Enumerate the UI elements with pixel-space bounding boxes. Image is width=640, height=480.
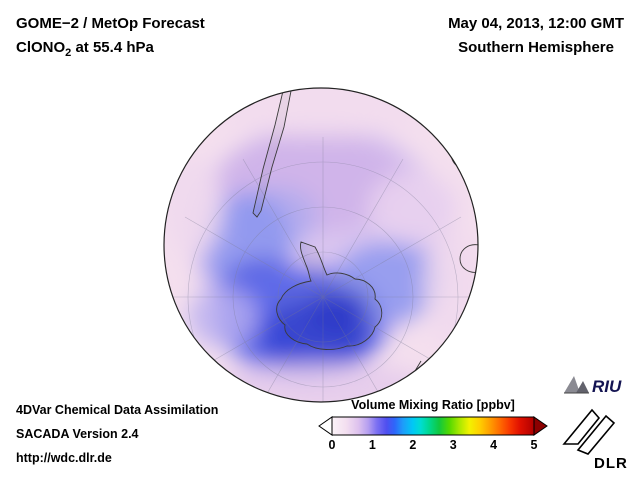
dlr-logo-text: DLR [594,455,628,472]
coastlines [252,90,478,384]
colorbar-tick: 3 [449,438,457,452]
colorbar-tick: 4 [490,438,498,452]
globe-svg [163,87,479,403]
coastline-antarctica [276,241,383,350]
version-label: SACADA Version 2.4 [16,427,139,441]
datetime-label: May 04, 2013, 12:00 GMT [448,15,624,32]
colorbar-tick: 2 [409,438,417,452]
url-label: http://wdc.dlr.de [16,451,112,465]
colorbar-tick: 1 [368,438,376,452]
header-left: GOME−2 / MetOp Forecast ClONO2 at 55.4 h… [16,12,205,65]
region-label: Southern Hemisphere [458,39,614,56]
species-level: ClONO2 at 55.4 hPa [16,36,205,65]
riu-logo-text: RIU [592,377,622,396]
species-subscript: 2 [65,47,72,59]
header-right: May 04, 2013, 12:00 GMT Southern Hemisph… [448,12,624,60]
globe-outline [163,87,479,403]
product-title: GOME−2 / MetOp Forecast [16,15,205,32]
colorbar-body [331,416,535,436]
colorbar-left-arrow [318,416,333,436]
colorbar: Volume Mixing Ratio [ppbv] [318,398,548,454]
assimilation-label: 4DVar Chemical Data Assimilation [16,403,219,417]
colorbar-tick: 5 [530,438,538,452]
coastline-australia [459,244,478,273]
coastline-south-america [252,90,292,218]
pressure-level: at 55.4 hPa [71,39,154,56]
dlr-logo: DLR [558,404,628,477]
riu-logo: RIU [562,370,628,403]
colorbar-right-arrow [533,416,548,436]
colorbar-title: Volume Mixing Ratio [ppbv] [351,398,515,412]
dlr-logo-icon: DLR [562,408,628,472]
species-name: ClONO [16,39,66,56]
colorbar-tick: 0 [328,438,336,452]
footer-credits: 4DVar Chemical Data Assimilation SACADA … [16,398,218,470]
globe-map [163,87,479,403]
riu-logo-icon: RIU [564,376,622,396]
colorbar-gradient [318,416,548,436]
data-layer-field [164,88,478,402]
graticule [164,137,478,402]
